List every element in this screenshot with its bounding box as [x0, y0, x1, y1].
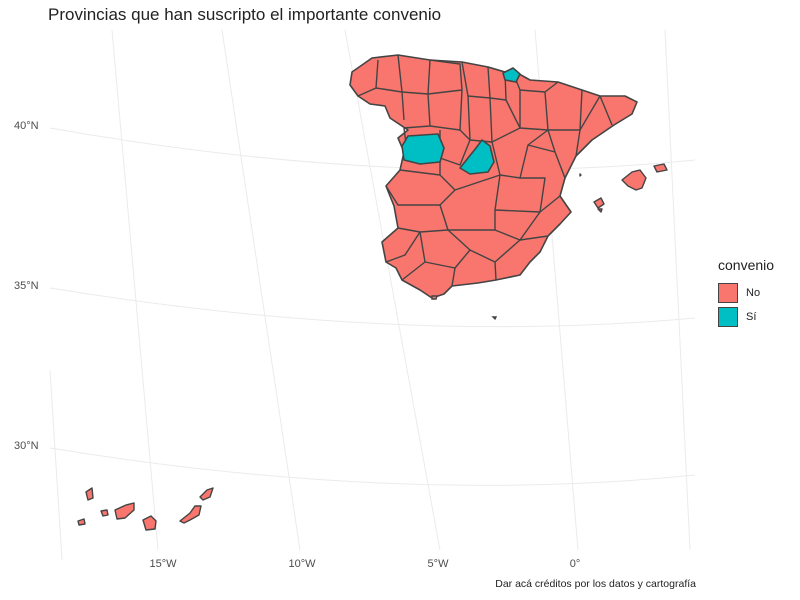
- cabrera: [579, 173, 582, 177]
- menorca: [653, 163, 668, 173]
- balearic-islands: [579, 163, 668, 213]
- meridian-5w: [344, 29, 441, 551]
- tenerife: [114, 502, 135, 520]
- el-hierro: [77, 518, 86, 526]
- meridian-15w: [111, 29, 159, 551]
- province-si-north: [502, 67, 521, 83]
- mallorca: [621, 169, 647, 191]
- parallel-40n: [49, 127, 696, 171]
- legend-swatch-no: [718, 283, 738, 303]
- caption: Dar acá créditos por los datos y cartogr…: [495, 578, 696, 590]
- province-boundaries: [357, 54, 613, 287]
- map-title: Provincias que han suscripto el importan…: [48, 5, 442, 24]
- y-axis-label-35n: 35°N: [14, 280, 39, 292]
- gran-canaria: [142, 515, 157, 531]
- parallel-30n: [49, 447, 696, 486]
- legend-label-no: No: [746, 287, 761, 299]
- fuerteventura: [179, 505, 202, 524]
- legend-item-no: No: [718, 281, 774, 305]
- legend: convenio No Sí: [718, 257, 774, 329]
- ceuta: [431, 295, 438, 300]
- y-axis-label-30n: 30°N: [14, 440, 39, 452]
- la-gomera: [100, 509, 109, 517]
- legend-title: convenio: [718, 257, 775, 273]
- x-axis-label-0: 0°: [569, 558, 581, 570]
- formentera: [597, 208, 603, 213]
- legend-item-si: Sí: [718, 305, 774, 329]
- lanzarote: [199, 487, 214, 501]
- province-si-west: [401, 133, 445, 165]
- x-axis-label-5w: 5°W: [427, 558, 449, 570]
- x-axis-label-10w: 10°W: [288, 558, 316, 570]
- x-axis-label-15w: 15°W: [149, 558, 177, 570]
- la-palma: [85, 487, 94, 501]
- signed-provinces: [401, 67, 521, 175]
- canary-islands: [77, 487, 214, 531]
- legend-swatch-si: [718, 307, 738, 327]
- meridian-10w: [221, 29, 301, 551]
- melilla: [491, 316, 498, 321]
- y-axis-label-40n: 40°N: [14, 120, 39, 132]
- meridian-east: [664, 29, 691, 551]
- legend-label-si: Sí: [746, 311, 757, 323]
- north-africa-territories: [431, 295, 498, 321]
- ibiza: [593, 197, 605, 209]
- meridian-west: [49, 369, 63, 561]
- graticule: [49, 29, 696, 561]
- province-si-center: [459, 139, 495, 175]
- parallel-35n: [49, 287, 696, 328]
